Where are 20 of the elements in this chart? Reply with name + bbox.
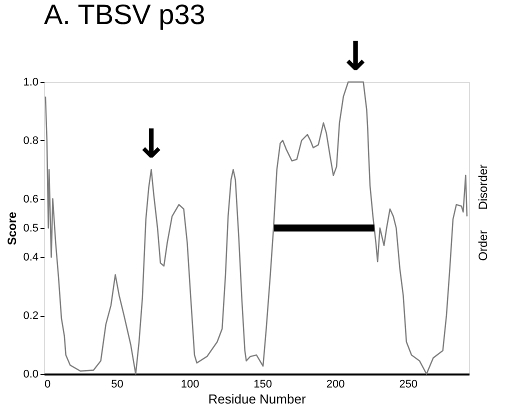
y-axis-title: Score: [5, 212, 20, 246]
x-tick-label: 200: [326, 378, 345, 390]
x-tick-label: 0: [44, 378, 51, 390]
annotation: ↓: [134, 122, 168, 168]
x-tick-label: 250: [399, 378, 418, 390]
text: Order: [476, 230, 490, 261]
x-tick-label: 50: [111, 378, 124, 390]
chart-title: A. TBSV p33: [44, 0, 206, 30]
y-tick-label: 0.5: [23, 222, 38, 234]
y-tick-label: 0.0: [23, 368, 38, 380]
text: Disorder: [476, 164, 490, 210]
y-tick-label: 1.0: [23, 76, 38, 88]
x-tick-label: 150: [254, 378, 272, 390]
x-tick-label: 100: [180, 378, 200, 390]
y-tick-label: 0.2: [23, 310, 38, 322]
y-tick-label: 0.6: [23, 193, 38, 206]
y-tick-label: 0.8: [23, 134, 38, 147]
annotation: ↓: [338, 34, 372, 80]
y-tick-label: 0.4: [23, 252, 38, 264]
x-axis-title: Residue Number: [208, 392, 306, 406]
